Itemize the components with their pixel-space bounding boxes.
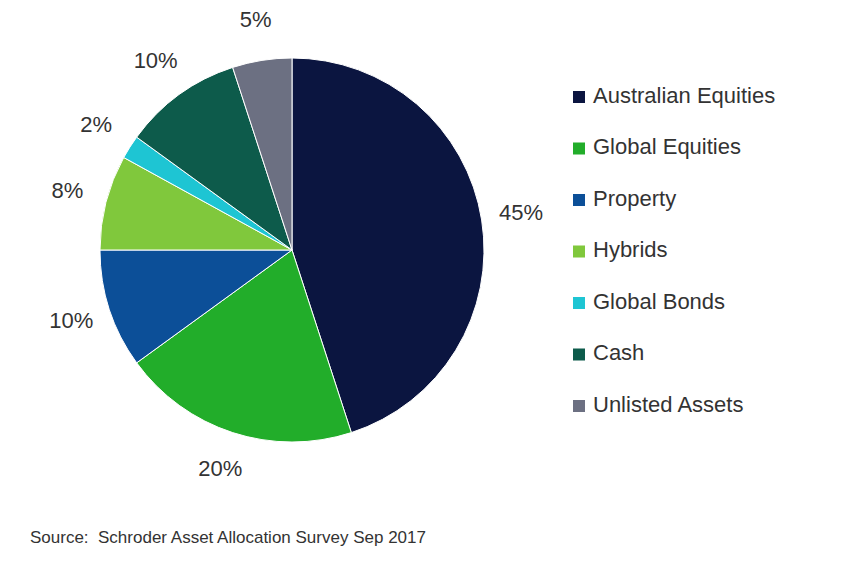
legend-swatch (573, 91, 585, 103)
legend-label: Global Equities (593, 134, 741, 159)
pie (100, 58, 484, 442)
legend-label: Hybrids (593, 237, 668, 262)
legend-label: Australian Equities (593, 83, 775, 108)
legend-entry: Global Equities (573, 134, 741, 159)
legend-entry: Hybrids (573, 237, 668, 262)
data-label: 5% (240, 7, 272, 32)
legend-label: Cash (593, 340, 644, 365)
legend: Australian Equities Global Equities Proper… (573, 83, 775, 417)
chart: 45% 20% 10% 8% 2% 10% 5% Australian Equities Glo… (0, 0, 865, 567)
legend-entry: Property (573, 186, 676, 211)
legend-swatch (573, 349, 585, 361)
data-label: 20% (198, 456, 242, 481)
legend-swatch (573, 194, 585, 206)
legend-label: Property (593, 186, 676, 211)
pie-slice (100, 250, 292, 363)
legend-swatch (573, 246, 585, 258)
data-labels: 45% 20% 10% 8% 2% 10% 5% (49, 7, 543, 482)
data-label: 8% (51, 178, 83, 203)
data-label: 10% (134, 48, 178, 73)
legend-swatch (573, 297, 585, 309)
annotations: Source: Schroder Asset Allocation Survey… (30, 528, 426, 547)
legend-entry: Australian Equities (573, 83, 775, 108)
pie-slice (233, 58, 292, 250)
data-label: 45% (499, 200, 543, 225)
legend-entry: Unlisted Assets (573, 392, 743, 417)
data-label: 10% (49, 308, 93, 333)
legend-swatch (573, 143, 585, 155)
legend-entry: Global Bonds (573, 289, 725, 314)
legend-label: Global Bonds (593, 289, 725, 314)
data-label: 2% (80, 112, 112, 137)
legend-swatch (573, 400, 585, 412)
source-note: Source: Schroder Asset Allocation Survey… (30, 528, 426, 547)
legend-entry: Cash (573, 340, 644, 365)
legend-label: Unlisted Assets (593, 392, 743, 417)
